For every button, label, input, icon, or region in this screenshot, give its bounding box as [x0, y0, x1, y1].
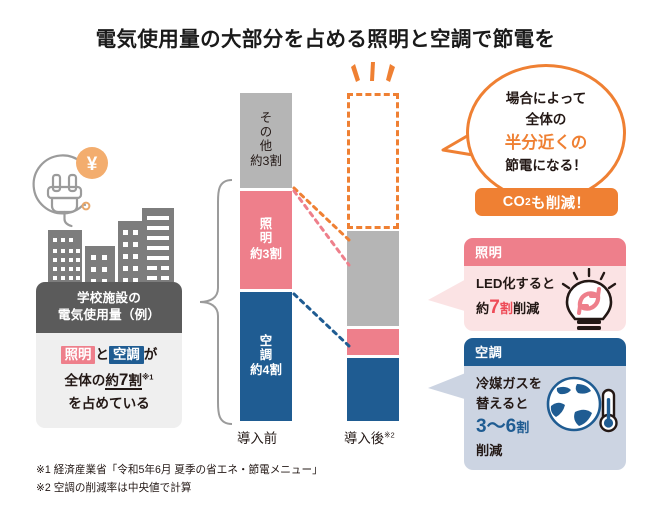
bar-after-caption: 導入後※2 — [344, 427, 395, 447]
co2-badge-sub: 2 — [525, 196, 532, 208]
card-line2-prefix: 全体の — [64, 372, 106, 388]
bar-before-segment-ac: 空 調 約4割 — [240, 292, 292, 421]
earth-thermometer-icon — [544, 372, 622, 436]
seg-ac-l1: 空 — [259, 333, 273, 348]
footnote-1: ※1 経済産業省「令和5年6月 夏季の省エネ・節電メニュー」 — [36, 464, 323, 476]
card-connector: と — [95, 346, 109, 362]
co2-badge-rest: も削減！ — [531, 195, 591, 212]
plug-icon: ¥ — [24, 142, 110, 228]
panel-lighting-line2: 約7割削減 — [476, 294, 626, 322]
bubble-line3-highlight: 半分近くの — [504, 133, 588, 152]
connector-ac — [292, 292, 351, 348]
panel-lighting-body: LED化すると 約7割削減 — [464, 266, 626, 331]
bar-after-segment-lighting — [347, 329, 399, 355]
bar-after-savings-box — [347, 93, 399, 229]
card-body-line1: 照明と空調が — [42, 344, 176, 366]
panel-ac-body: 冷媒ガスを 替えると 3〜6割 削減 — [464, 366, 626, 470]
seg-ac-value: 約4割 — [250, 363, 282, 378]
bar-before-segment-lighting: 照 明 約3割 — [240, 191, 292, 289]
panel-lighting-line1: LED化すると — [476, 276, 556, 291]
panel-lighting: 照明 — [464, 238, 626, 331]
panel-ac: 空調 冷媒ガスを 替えると 3〜6割 削減 — [464, 338, 626, 470]
panel-ac-header: 空調 — [464, 338, 626, 366]
bar-after-caption-note: ※2 — [384, 430, 395, 440]
panel-lighting-unit: 割 — [499, 300, 513, 316]
seg-other-l2: の — [259, 124, 273, 139]
page-title: 電気使用量の大部分を占める照明と空調で節電を — [95, 28, 556, 51]
card-line2-approx: 約 — [105, 372, 119, 388]
bar-before-caption: 導入前 — [237, 431, 278, 446]
bubble-line4: 節電になる！ — [505, 157, 587, 173]
connector-lighting — [292, 189, 351, 267]
tag-ac: 空調 — [109, 345, 144, 364]
yen-circle-icon — [76, 147, 108, 179]
card-line2-num: 7 — [118, 369, 129, 389]
brace-bracket — [196, 178, 236, 426]
card-body-line2: 全体の約7割※1 — [42, 366, 176, 394]
school-usage-card: 学校施設の 電気使用量（例） 照明と空調が 全体の約7割※1 を占めている — [36, 282, 182, 429]
school-usage-card-header: 学校施設の 電気使用量（例） — [36, 282, 182, 333]
seg-lighting-l1: 照 — [259, 217, 273, 232]
panel-ac-line4: 削減 — [476, 443, 503, 459]
bar-after-segment-ac — [347, 358, 399, 421]
card-header-line1: 学校施設の — [77, 291, 141, 305]
panel-ac-tail — [428, 372, 468, 402]
card-line2-unit: 割 — [128, 372, 142, 388]
connector-lines — [270, 88, 400, 428]
card-body-line3: を占めている — [68, 396, 150, 412]
card-line2-emphasis: 約7割 — [105, 369, 142, 390]
panel-ac-line1: 冷媒ガスを — [476, 376, 542, 391]
seg-other-l1: そ — [259, 110, 273, 125]
bar-after-caption-text: 導入後 — [344, 431, 385, 446]
speech-bubble: 場合によって 全体の 半分近くの 節電になる！ — [466, 64, 626, 202]
footnotes: ※1 経済産業省「令和5年6月 夏季の省エネ・節電メニュー」 ※2 空調の削減率… — [36, 461, 323, 497]
seg-lighting-l2: 明 — [259, 231, 273, 246]
panel-ac-line3: 3〜6割 — [476, 413, 626, 441]
panel-ac-line2: 替えると — [476, 395, 529, 411]
bubble-line2: 全体の — [525, 112, 567, 128]
connector-savings — [292, 186, 351, 242]
card-line2-note: ※1 — [141, 372, 154, 382]
panel-lighting-tail — [428, 278, 468, 314]
footnote-2: ※2 空調の削減率は中央値で計算 — [36, 482, 192, 495]
co2-badge-main: CO — [502, 194, 526, 210]
panel-lighting-num: 7 — [489, 296, 500, 318]
tag-lighting: 照明 — [60, 345, 96, 364]
seg-other-l3: 他 — [259, 138, 273, 153]
panel-lighting-suffix: 削減 — [512, 300, 540, 316]
bar-after-segment-other — [347, 231, 399, 326]
svg-text:¥: ¥ — [87, 154, 98, 175]
seg-other-value: 約3割 — [250, 154, 282, 169]
school-usage-card-body: 照明と空調が 全体の約7割※1 を占めている — [36, 333, 182, 429]
panel-lighting-header: 照明 — [464, 238, 626, 266]
seg-ac-l2: 調 — [259, 347, 273, 362]
bar-before: そ の 他 約3割 照 明 約3割 空 調 約4割 — [240, 93, 292, 421]
panel-lighting-prefix: 約 — [476, 300, 490, 316]
seg-lighting-value: 約3割 — [250, 246, 282, 261]
sparkle-icon — [347, 62, 399, 88]
bar-after — [347, 93, 399, 421]
bubble-line1: 場合によって — [505, 91, 587, 107]
card-header-line2: 電気使用量（例） — [57, 308, 161, 323]
co2-badge: CO 2 も削減！ — [475, 188, 618, 216]
bar-before-segment-other: そ の 他 約3割 — [240, 93, 292, 188]
card-particle: が — [143, 346, 158, 362]
panel-ac-num: 3〜6 — [476, 416, 517, 438]
panel-ac-unit: 割 — [516, 420, 530, 436]
lightbulb-recycle-icon — [558, 267, 620, 331]
